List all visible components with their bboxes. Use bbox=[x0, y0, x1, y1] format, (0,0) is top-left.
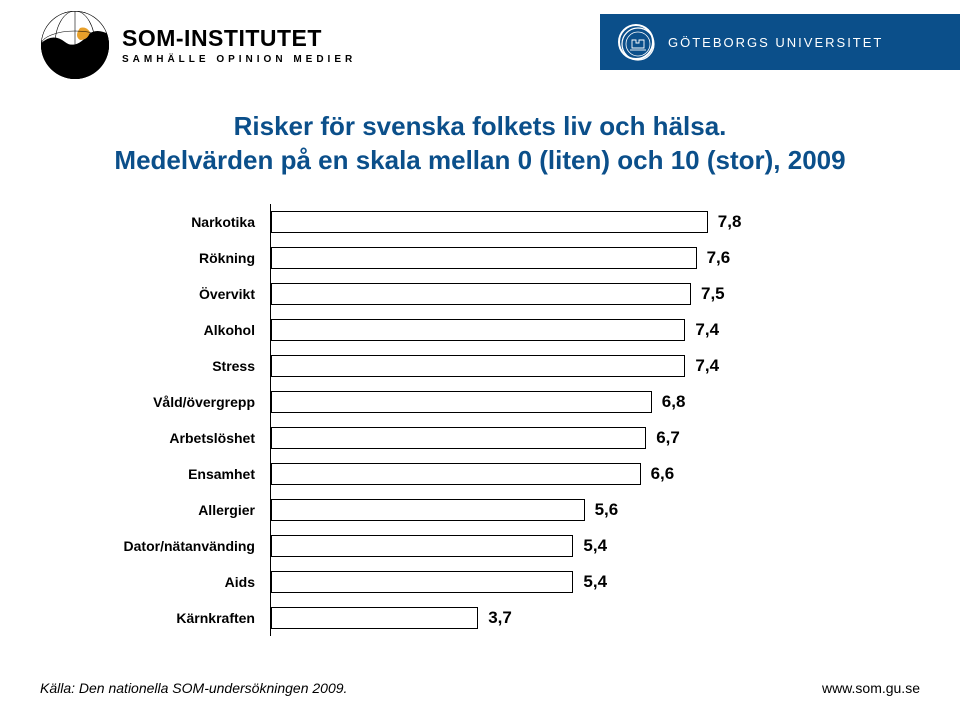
value-label: 5,4 bbox=[573, 536, 607, 556]
chart-row: Kärnkraften3,7 bbox=[271, 600, 830, 636]
bar bbox=[271, 247, 697, 269]
bar bbox=[271, 319, 685, 341]
category-label: Stress bbox=[83, 358, 263, 374]
bar bbox=[271, 427, 646, 449]
university-seal-icon bbox=[618, 24, 654, 60]
bar bbox=[271, 571, 573, 593]
som-title: SOM-INSTITUTET bbox=[122, 25, 356, 52]
bar-chart: Narkotika7,8Rökning7,6Övervikt7,5Alkohol… bbox=[90, 204, 870, 636]
som-subtitle: SAMHÄLLE OPINION MEDIER bbox=[122, 54, 356, 65]
category-label: Våld/övergrepp bbox=[83, 394, 263, 410]
category-label: Allergier bbox=[83, 502, 263, 518]
chart-row: Narkotika7,8 bbox=[271, 204, 830, 240]
chart-row: Alkohol7,4 bbox=[271, 312, 830, 348]
value-label: 3,7 bbox=[478, 608, 512, 628]
bar bbox=[271, 535, 573, 557]
page-header: SOM-INSTITUTET SAMHÄLLE OPINION MEDIER G… bbox=[0, 0, 960, 90]
bar bbox=[271, 499, 585, 521]
main-content: Risker för svenska folkets liv och hälsa… bbox=[0, 90, 960, 636]
chart-title-line2: Medelvärden på en skala mellan 0 (liten)… bbox=[114, 145, 845, 175]
value-label: 5,4 bbox=[573, 572, 607, 592]
chart-row: Arbetslöshet6,7 bbox=[271, 420, 830, 456]
chart-title-line1: Risker för svenska folkets liv och hälsa… bbox=[234, 111, 727, 141]
category-label: Alkohol bbox=[83, 322, 263, 338]
value-label: 7,5 bbox=[691, 284, 725, 304]
page-footer: Källa: Den nationella SOM-undersökningen… bbox=[40, 680, 920, 696]
category-label: Narkotika bbox=[83, 214, 263, 230]
category-label: Aids bbox=[83, 574, 263, 590]
chart-row: Allergier5,6 bbox=[271, 492, 830, 528]
value-label: 7,4 bbox=[685, 320, 719, 340]
category-label: Arbetslöshet bbox=[83, 430, 263, 446]
value-label: 6,6 bbox=[641, 464, 675, 484]
value-label: 7,8 bbox=[708, 212, 742, 232]
globe-icon bbox=[40, 10, 110, 80]
bar bbox=[271, 211, 708, 233]
category-label: Kärnkraften bbox=[83, 610, 263, 626]
chart-title: Risker för svenska folkets liv och hälsa… bbox=[90, 110, 870, 178]
chart-row: Stress7,4 bbox=[271, 348, 830, 384]
chart-row: Rökning7,6 bbox=[271, 240, 830, 276]
bar bbox=[271, 607, 478, 629]
bar bbox=[271, 355, 685, 377]
category-label: Dator/nätanvänding bbox=[83, 538, 263, 554]
chart-plot-area: Narkotika7,8Rökning7,6Övervikt7,5Alkohol… bbox=[270, 204, 830, 636]
value-label: 7,6 bbox=[697, 248, 731, 268]
chart-row: Dator/nätanvänding5,4 bbox=[271, 528, 830, 564]
chart-row: Aids5,4 bbox=[271, 564, 830, 600]
bar bbox=[271, 463, 641, 485]
chart-row: Ensamhet6,6 bbox=[271, 456, 830, 492]
chart-row: Övervikt7,5 bbox=[271, 276, 830, 312]
som-institute-logo-block: SOM-INSTITUTET SAMHÄLLE OPINION MEDIER bbox=[40, 10, 356, 80]
category-label: Ensamhet bbox=[83, 466, 263, 482]
category-label: Övervikt bbox=[83, 286, 263, 302]
som-institute-text: SOM-INSTITUTET SAMHÄLLE OPINION MEDIER bbox=[122, 25, 356, 65]
value-label: 7,4 bbox=[685, 356, 719, 376]
value-label: 6,7 bbox=[646, 428, 680, 448]
university-banner: GÖTEBORGS UNIVERSITET bbox=[600, 14, 960, 70]
website-url: www.som.gu.se bbox=[822, 680, 920, 696]
source-citation: Källa: Den nationella SOM-undersökningen… bbox=[40, 680, 347, 696]
value-label: 6,8 bbox=[652, 392, 686, 412]
bar bbox=[271, 283, 691, 305]
university-name: GÖTEBORGS UNIVERSITET bbox=[668, 35, 883, 50]
category-label: Rökning bbox=[83, 250, 263, 266]
value-label: 5,6 bbox=[585, 500, 619, 520]
bar bbox=[271, 391, 652, 413]
chart-row: Våld/övergrepp6,8 bbox=[271, 384, 830, 420]
